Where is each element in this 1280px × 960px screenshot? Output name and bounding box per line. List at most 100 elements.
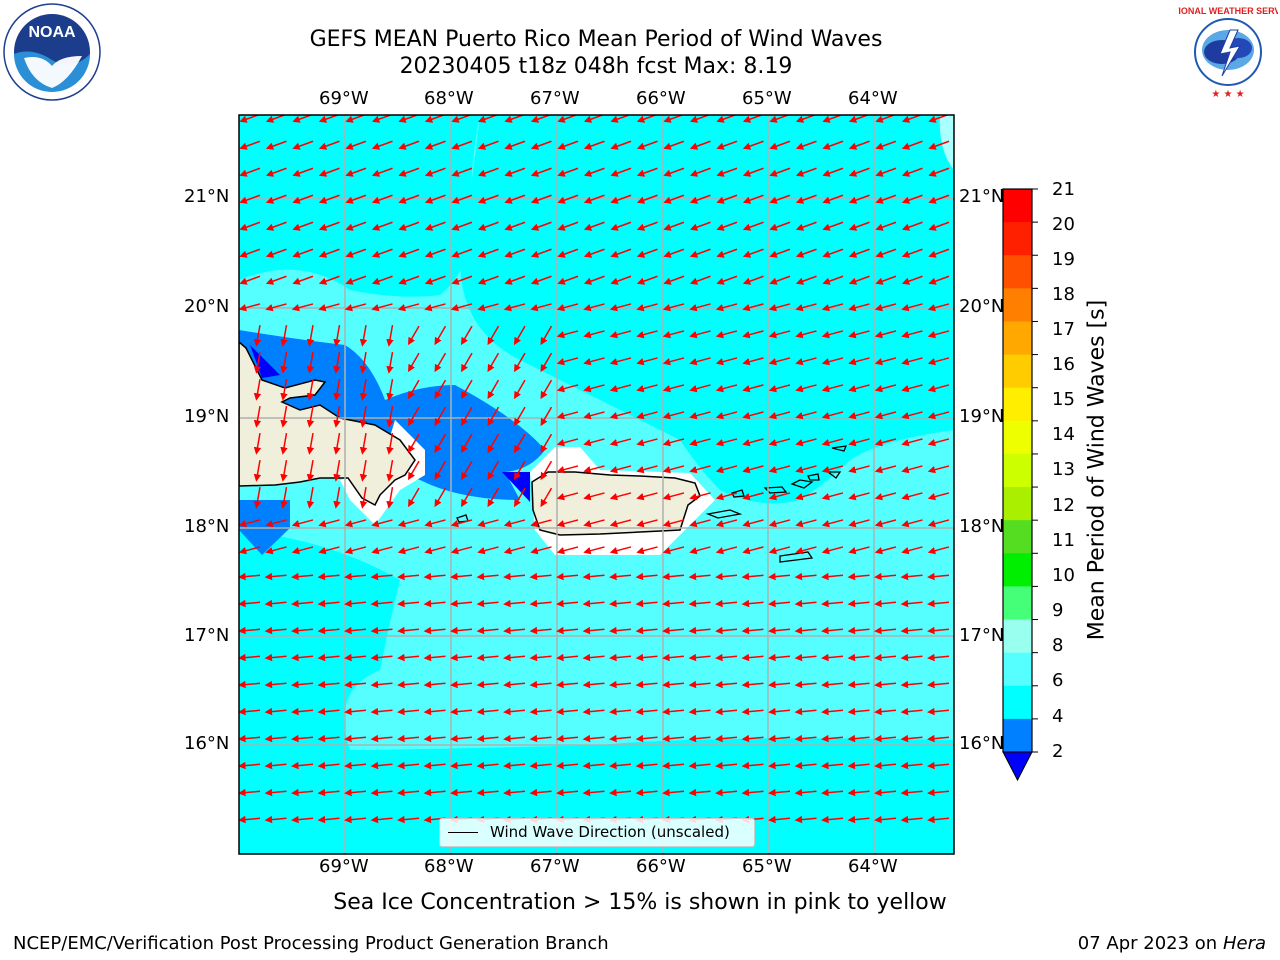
wind-wave-arrow <box>609 761 632 770</box>
wind-wave-arrow <box>582 653 605 662</box>
wind-wave-arrow <box>253 378 262 401</box>
wind-wave-arrow <box>476 680 499 689</box>
lon-tick-top: 69°W <box>319 88 369 109</box>
nws-logo-text: NATIONAL WEATHER SERVICE <box>1178 6 1278 16</box>
wind-wave-arrow <box>741 761 764 770</box>
wind-wave-arrow <box>768 653 791 662</box>
wind-wave-arrow <box>460 460 473 481</box>
wind-wave-arrow <box>900 572 923 581</box>
wind-wave-arrow <box>741 653 764 662</box>
legend-line-swatch <box>448 832 478 833</box>
wind-wave-arrow <box>742 303 764 312</box>
wind-wave-arrow <box>503 546 526 555</box>
wind-wave-arrow <box>662 707 685 716</box>
wind-wave-arrow <box>371 546 393 555</box>
wind-wave-arrow <box>503 680 526 689</box>
wind-wave-arrow <box>663 194 685 204</box>
wind-wave-arrow <box>900 653 923 662</box>
wind-wave-arrow <box>794 680 817 689</box>
wind-wave-arrow <box>424 194 446 204</box>
wind-wave-arrow <box>397 303 420 312</box>
wind-wave-arrow <box>424 546 446 555</box>
colorbar-swatch <box>1003 685 1032 720</box>
wind-wave-arrow <box>264 599 287 608</box>
wind-wave-arrow <box>768 465 791 474</box>
wind-wave-arrow <box>715 788 738 797</box>
wind-wave-arrow <box>848 546 870 555</box>
wind-wave-arrow <box>529 599 552 608</box>
wind-wave-arrow <box>636 248 658 258</box>
lon-tick-top: 67°W <box>530 88 580 109</box>
wind-wave-arrow <box>609 492 632 501</box>
wind-wave-arrow <box>636 492 658 501</box>
wind-wave-arrow <box>928 194 950 204</box>
colorbar-swatch <box>1003 619 1032 654</box>
wind-wave-arrow <box>901 492 923 501</box>
wind-wave-arrow <box>927 599 950 608</box>
wave-field-4-6-center <box>460 115 954 504</box>
wind-wave-arrow <box>847 653 870 662</box>
wind-wave-arrow <box>397 788 420 797</box>
wind-wave-arrow <box>345 275 367 285</box>
wind-wave-arrow <box>663 248 685 258</box>
wind-wave-arrow <box>689 221 711 231</box>
wind-wave-arrow <box>928 248 950 258</box>
wind-wave-arrow <box>370 626 393 635</box>
wind-wave-arrow <box>317 572 340 581</box>
wind-wave-arrow <box>610 140 632 150</box>
wind-wave-arrow <box>688 599 711 608</box>
wind-wave-arrow <box>333 351 341 374</box>
wind-wave-arrow <box>280 324 288 347</box>
wind-wave-arrow <box>583 357 605 366</box>
wind-wave-arrow <box>583 275 605 285</box>
colorbar-tick: 6 <box>1052 670 1064 691</box>
wind-wave-arrow <box>450 303 473 312</box>
wind-wave-arrow <box>636 384 658 393</box>
wind-wave-arrow <box>345 140 367 150</box>
wind-wave-arrow <box>742 140 764 150</box>
wind-wave-arrow <box>848 221 870 231</box>
colorbar-tick: 8 <box>1052 635 1064 656</box>
wind-wave-arrow <box>291 303 314 312</box>
wind-wave-arrow <box>450 653 473 662</box>
wind-wave-arrow <box>371 248 393 258</box>
wind-wave-arrow <box>848 519 870 528</box>
wind-wave-arrow <box>900 707 923 716</box>
wind-wave-arrow <box>583 546 605 555</box>
wind-wave-arrow <box>344 599 367 608</box>
wind-wave-arrow <box>636 438 658 447</box>
wind-wave-arrow <box>264 734 287 743</box>
wind-wave-arrow <box>582 680 605 689</box>
wind-wave-arrow <box>875 275 897 285</box>
wind-wave-arrow <box>424 248 446 258</box>
wind-wave-arrow <box>689 194 711 204</box>
wind-wave-arrow <box>583 303 605 312</box>
wind-wave-arrow <box>662 465 685 474</box>
wind-wave-arrow <box>609 546 632 555</box>
wind-wave-arrow <box>318 194 340 204</box>
wind-wave-arrow <box>540 406 553 427</box>
wind-wave-arrow <box>264 680 287 689</box>
wind-wave-arrow <box>306 405 315 428</box>
wind-wave-arrow <box>370 707 393 716</box>
nws-logo: NATIONAL WEATHER SERVICE ★ ★ ★ <box>1178 5 1278 100</box>
wind-wave-arrow <box>333 486 341 509</box>
wind-wave-arrow <box>556 384 579 393</box>
wind-wave-arrow <box>556 599 579 608</box>
wind-wave-arrow <box>292 140 314 150</box>
wind-wave-arrow <box>821 519 844 528</box>
wind-wave-arrow <box>847 734 870 743</box>
wind-wave-arrow <box>306 324 315 347</box>
wind-wave-arrow <box>848 275 870 285</box>
wind-wave-arrow <box>610 248 632 258</box>
wind-wave-arrow <box>344 572 367 581</box>
wind-wave-arrow <box>847 572 870 581</box>
wind-wave-arrow <box>848 303 870 312</box>
wind-wave-arrow <box>609 438 632 447</box>
wind-wave-arrow <box>795 357 817 366</box>
wind-wave-arrow <box>487 433 500 454</box>
wind-wave-arrow <box>291 707 314 716</box>
wind-wave-arrow <box>487 352 500 373</box>
wind-wave-arrow <box>460 325 473 346</box>
